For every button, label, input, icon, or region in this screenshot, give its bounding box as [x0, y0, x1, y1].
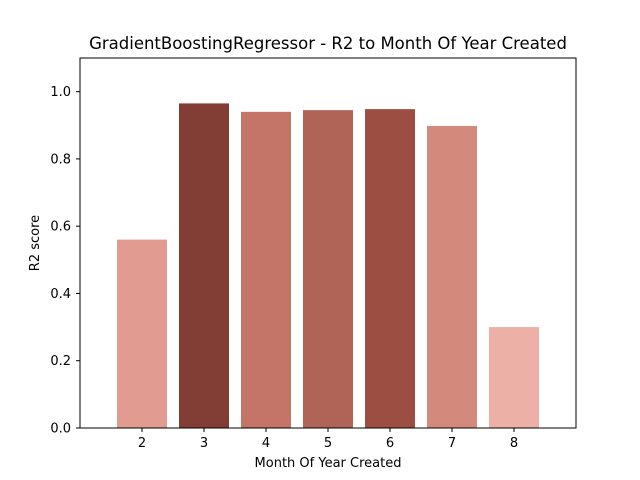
y-axis-label: R2 score	[28, 215, 43, 271]
chart-title: GradientBoostingRegressor - R2 to Month …	[89, 34, 567, 53]
x-axis-label: Month Of Year Created	[255, 456, 402, 471]
bars	[117, 103, 539, 429]
x-tick-label: 8	[510, 436, 518, 451]
y-tick-label: 0.6	[50, 220, 71, 235]
bar-month-7	[427, 125, 477, 428]
x-tick-label: 2	[138, 436, 146, 451]
x-axis-ticks: 2 3 4 5 6 7 8	[138, 428, 518, 451]
bar-month-6	[365, 109, 415, 429]
x-tick-label: 6	[386, 436, 394, 451]
y-axis-ticks: 0.0 0.2 0.4 0.6 0.8 1.0	[50, 85, 80, 437]
y-tick-label: 0.4	[50, 287, 71, 302]
bar-month-3	[179, 103, 229, 428]
y-tick-label: 0.0	[50, 422, 71, 437]
x-tick-label: 7	[448, 436, 456, 451]
bar-month-8	[489, 327, 539, 428]
x-tick-label: 3	[200, 436, 208, 451]
bar-month-2	[117, 239, 167, 428]
y-tick-label: 1.0	[50, 85, 71, 100]
bar-month-4	[241, 111, 291, 429]
x-tick-label: 5	[324, 436, 332, 451]
x-tick-label: 4	[262, 436, 270, 451]
y-tick-label: 0.2	[50, 354, 71, 369]
bar-month-5	[303, 110, 353, 429]
plot-frame	[79, 57, 577, 429]
y-tick-label: 0.8	[50, 152, 71, 167]
